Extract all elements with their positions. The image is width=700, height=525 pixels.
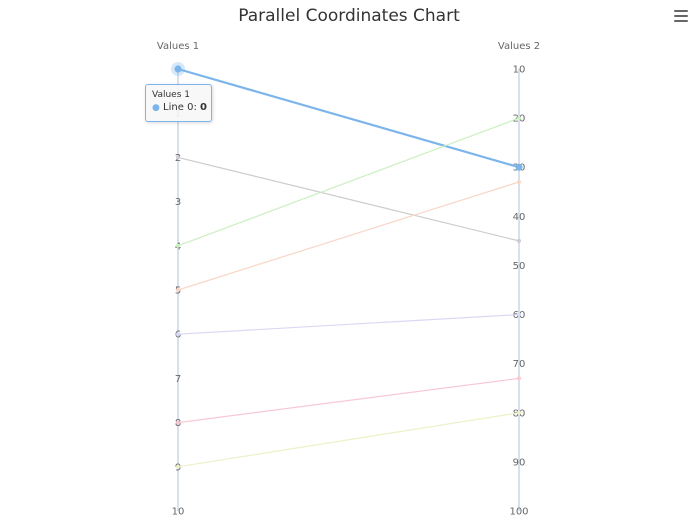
data-point[interactable] (176, 464, 180, 469)
series-line[interactable] (177, 67, 520, 169)
tick-label: 3 (175, 197, 181, 208)
axes-layer: Values 1012345678910Values 2102030405060… (157, 41, 540, 518)
data-point[interactable] (517, 312, 521, 317)
series-line[interactable] (177, 313, 520, 335)
tooltip-header: Values 1 (152, 90, 190, 100)
data-point[interactable] (517, 116, 521, 121)
series-line[interactable] (177, 156, 520, 242)
tick-label: 10 (513, 65, 526, 76)
tick-label: 40 (513, 212, 526, 223)
series-line[interactable] (177, 412, 520, 468)
series-line[interactable] (177, 377, 520, 424)
tick-label: 50 (513, 261, 526, 272)
axis-title-1: Values 1 (157, 41, 199, 52)
data-point[interactable] (176, 155, 180, 160)
data-point[interactable] (174, 65, 182, 73)
data-point[interactable] (517, 238, 521, 243)
menu-icon[interactable] (674, 10, 688, 22)
data-point[interactable] (176, 288, 180, 292)
axis-title-2: Values 2 (498, 41, 540, 52)
data-point[interactable] (176, 243, 180, 248)
tooltip-series-name: Line 0 (163, 102, 194, 113)
tick-label: 100 (509, 507, 528, 518)
tooltip-row: ● Line 0: 0 (152, 102, 207, 113)
tooltip-value: 0 (200, 102, 207, 113)
tick-label: 90 (513, 457, 526, 468)
series-marker-icon: ● (152, 103, 160, 113)
tick-label: 10 (172, 507, 185, 518)
tick-label: 7 (175, 374, 181, 385)
hover-halo (171, 62, 185, 76)
data-point[interactable] (517, 376, 521, 381)
data-point[interactable] (517, 179, 521, 184)
series-line[interactable] (177, 117, 520, 247)
data-point[interactable] (517, 410, 521, 415)
data-point[interactable] (176, 420, 180, 425)
series-lines (171, 62, 523, 469)
tick-label: 70 (513, 359, 526, 370)
chart-title: Parallel Coordinates Chart (238, 6, 460, 26)
series-line[interactable] (177, 181, 520, 291)
data-point[interactable] (176, 332, 180, 337)
tooltip: Values 1 ● Line 0: 0 (145, 84, 212, 122)
data-point[interactable] (515, 163, 523, 171)
